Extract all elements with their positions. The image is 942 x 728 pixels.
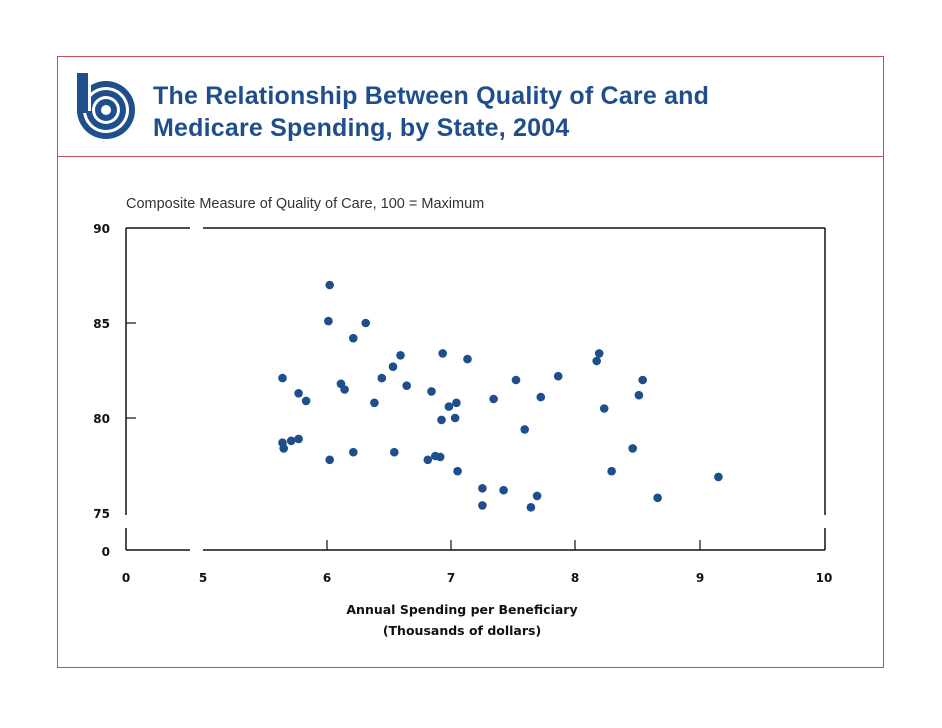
scatter-point [714,472,723,482]
scatter-point [594,349,604,358]
scatter-point [423,455,433,465]
scatter-point [489,394,498,404]
scatter-point [396,351,405,360]
y-tick-label: 90 [93,222,110,236]
plot-frame [125,227,826,551]
x-ticks [326,540,701,550]
scatter-point [520,425,529,434]
scatter-point [325,280,335,290]
slide-frame [57,56,884,668]
scatter-point [294,389,303,398]
scatter-point [478,501,487,510]
scatter-point [478,484,487,493]
y-ticks [126,322,136,419]
title-line-2: Medicare Spending, by State, 2004 [153,114,570,142]
scatter-point [444,402,454,411]
scatter-point [638,375,647,385]
scatter-point [361,318,371,328]
y-tick-label: 85 [93,317,110,331]
scatter-point [453,466,462,476]
scatter-point [452,398,461,408]
scatter-point [438,349,448,358]
data-points [278,280,723,512]
scatter-point [349,447,358,457]
scatter-point [324,316,333,326]
scatter-point [340,385,349,394]
scatter-point [377,373,387,383]
scatter-point [532,491,542,501]
scatter-point [301,396,311,406]
x-axis-label-line-1: Annual Spending per Beneficiary [346,602,577,617]
scatter-point [553,371,563,381]
scatter-point [536,392,546,402]
x-tick-label: 5 [199,571,207,585]
title-line-1: The Relationship Between Quality of Care… [153,82,710,110]
scatter-point [511,375,521,385]
scatter-point [427,387,436,396]
x-tick-label: 0 [122,571,130,585]
scatter-point [437,415,446,425]
scatter-point [599,404,609,413]
scatter-point [390,447,399,457]
scatter-point [325,455,335,465]
scatter-point [592,356,601,366]
x-tick-label: 10 [816,571,833,585]
scatter-point [388,362,398,372]
cbo-logo-icon [77,73,135,139]
x-tick-label: 8 [571,571,579,585]
y-tick-label: 80 [93,412,110,426]
scatter-point [634,390,644,400]
scatter-point [435,452,445,462]
scatter-point [402,381,412,391]
scatter-point [607,466,616,476]
scatter-point [279,444,289,453]
scatter-point [450,413,460,423]
scatter-point [278,373,287,383]
scatter-point [653,493,662,503]
slide-title: The Relationship Between Quality of Care… [153,80,709,144]
y-tick-label: 0 [102,545,110,559]
y-axis-label: Composite Measure of Quality of Care, 10… [126,196,484,212]
scatter-point [349,333,358,343]
scatter-point [628,444,637,453]
x-axis-label-line-2: (Thousands of dollars) [383,623,541,638]
x-tick-label: 9 [696,571,704,585]
scatter-point [463,354,472,364]
scatter-point [499,485,508,495]
y-tick-label: 75 [93,507,110,521]
scatter-point [526,503,536,512]
scatter-point [294,434,303,444]
header-divider [57,156,884,157]
scatter-point [370,398,379,408]
scatter-point [286,436,296,446]
x-tick-label: 6 [323,571,331,585]
x-tick-label: 7 [447,571,455,585]
